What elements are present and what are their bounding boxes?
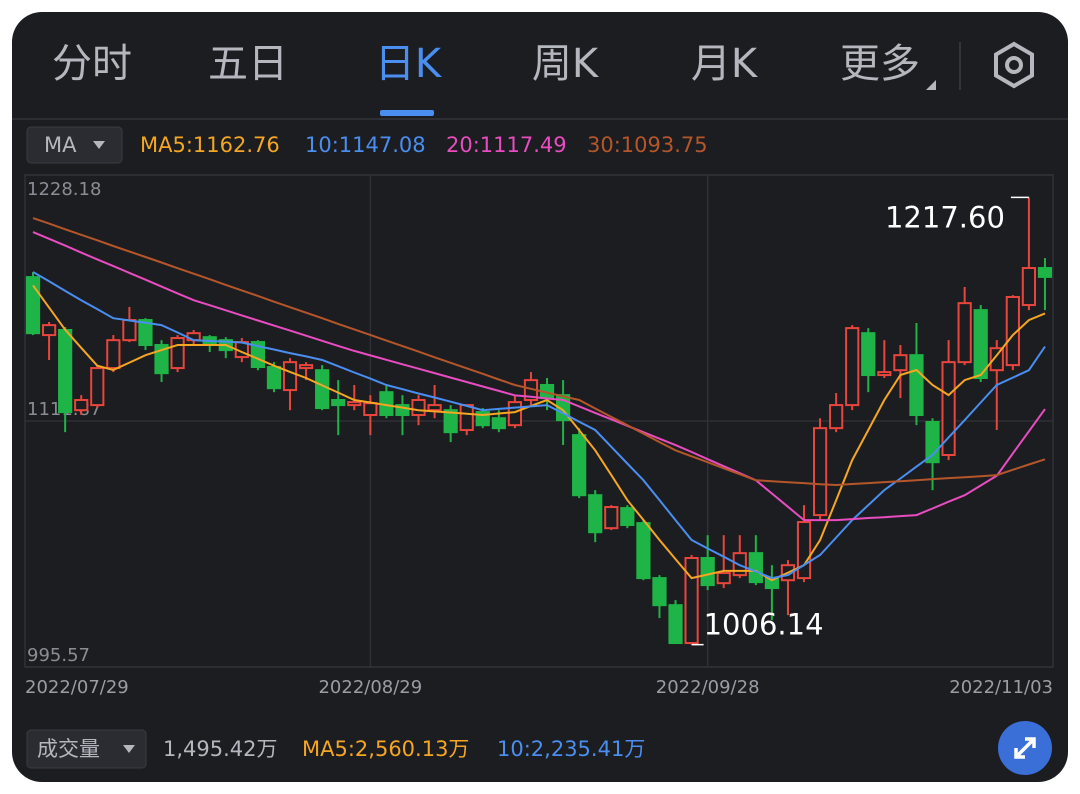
more-arrow xyxy=(926,80,936,90)
volume-ma10: 10:2,235.41万 xyxy=(497,737,645,761)
ma-line xyxy=(32,271,1046,580)
candle-body xyxy=(845,327,860,407)
candle-body xyxy=(941,361,956,457)
x-tick-label: 2022/11/03 xyxy=(949,677,1053,698)
candle-body xyxy=(363,402,378,417)
candle-body xyxy=(973,309,988,380)
expand-button[interactable] xyxy=(998,721,1052,775)
legend-entry: 10:1147.08 xyxy=(305,133,426,157)
candle-body xyxy=(122,319,137,342)
candle-body xyxy=(1021,267,1037,307)
volume-dropdown[interactable] xyxy=(26,729,147,769)
settings-dot xyxy=(1005,56,1023,74)
candle-body xyxy=(716,572,731,585)
candle-body xyxy=(315,369,330,410)
candle-body xyxy=(668,604,683,645)
candle-body xyxy=(411,399,426,417)
candle-body xyxy=(748,552,763,584)
candle-body xyxy=(652,577,667,607)
candle-body xyxy=(282,361,298,392)
tab[interactable]: 更多 xyxy=(840,41,920,87)
candle-body xyxy=(443,409,458,434)
y-tick-label: 1228.18 xyxy=(27,179,101,200)
x-tick-label: 2022/09/28 xyxy=(656,677,760,698)
candle-body xyxy=(74,399,89,412)
candle-body xyxy=(861,332,876,377)
ma-dropdown[interactable] xyxy=(26,126,123,164)
ma-line xyxy=(32,284,1046,582)
candle-body xyxy=(427,404,442,412)
candle-body xyxy=(877,371,892,377)
candle-body xyxy=(331,399,346,407)
ma-line xyxy=(32,217,1046,487)
expand-icon xyxy=(1014,737,1036,759)
tab-active[interactable]: 日K xyxy=(375,41,443,87)
tab[interactable]: 分时 xyxy=(52,41,132,87)
volume-dropdown-label: 成交量 xyxy=(37,737,100,761)
high-annotation: 1217.60 xyxy=(885,200,1005,234)
tab-underline xyxy=(380,110,434,116)
candle-body xyxy=(491,417,506,430)
x-tick-label: 2022/07/29 xyxy=(25,677,129,698)
candle-body xyxy=(347,401,362,407)
candle-body xyxy=(829,404,844,430)
legend-entry: 30:1093.75 xyxy=(587,133,708,157)
candle-body xyxy=(395,404,410,417)
candle-body xyxy=(58,328,73,414)
y-tick-label: 995.57 xyxy=(27,645,90,666)
settings-hex xyxy=(994,41,1034,89)
settings-icon[interactable] xyxy=(994,41,1034,89)
candle-body xyxy=(604,506,619,530)
candle-body xyxy=(572,434,587,497)
tab[interactable]: 五日 xyxy=(208,41,288,87)
candle-body xyxy=(684,557,699,645)
candle-body xyxy=(620,507,635,527)
candle-body xyxy=(636,522,651,580)
candle-body xyxy=(588,494,603,534)
candle-body xyxy=(298,364,314,370)
candle-body xyxy=(989,347,1004,372)
candle-body xyxy=(507,401,523,427)
candle-body xyxy=(459,404,474,432)
candle-body xyxy=(893,354,908,372)
tab[interactable]: 月K xyxy=(691,41,759,87)
ma-line xyxy=(32,231,1046,522)
candle-body xyxy=(138,319,153,347)
candle-body xyxy=(909,354,924,417)
volume-value: 1,495.42万 xyxy=(163,737,278,761)
x-tick-label: 2022/08/29 xyxy=(318,677,422,698)
candle-body xyxy=(90,367,105,407)
low-annotation: 1006.14 xyxy=(704,608,824,642)
dropdown-arrow xyxy=(123,745,135,753)
volume-ma5: MA5:2,560.13万 xyxy=(302,737,469,761)
legend-entry: 20:1117.49 xyxy=(446,133,567,157)
candle-body xyxy=(1005,296,1020,367)
ma-dropdown-label: MA xyxy=(44,133,77,157)
legend-entry: MA5:1162.76 xyxy=(140,133,280,157)
candle-body xyxy=(1037,267,1053,278)
candle-body xyxy=(170,337,185,370)
candle-body xyxy=(812,427,828,517)
candle-body xyxy=(957,302,972,364)
tab[interactable]: 周K xyxy=(532,41,600,87)
candle-body xyxy=(41,324,57,337)
candle-body xyxy=(266,366,282,390)
candle-body xyxy=(796,521,812,580)
candle-body xyxy=(700,557,715,587)
candle-body xyxy=(106,339,121,370)
dropdown-arrow xyxy=(93,141,105,149)
